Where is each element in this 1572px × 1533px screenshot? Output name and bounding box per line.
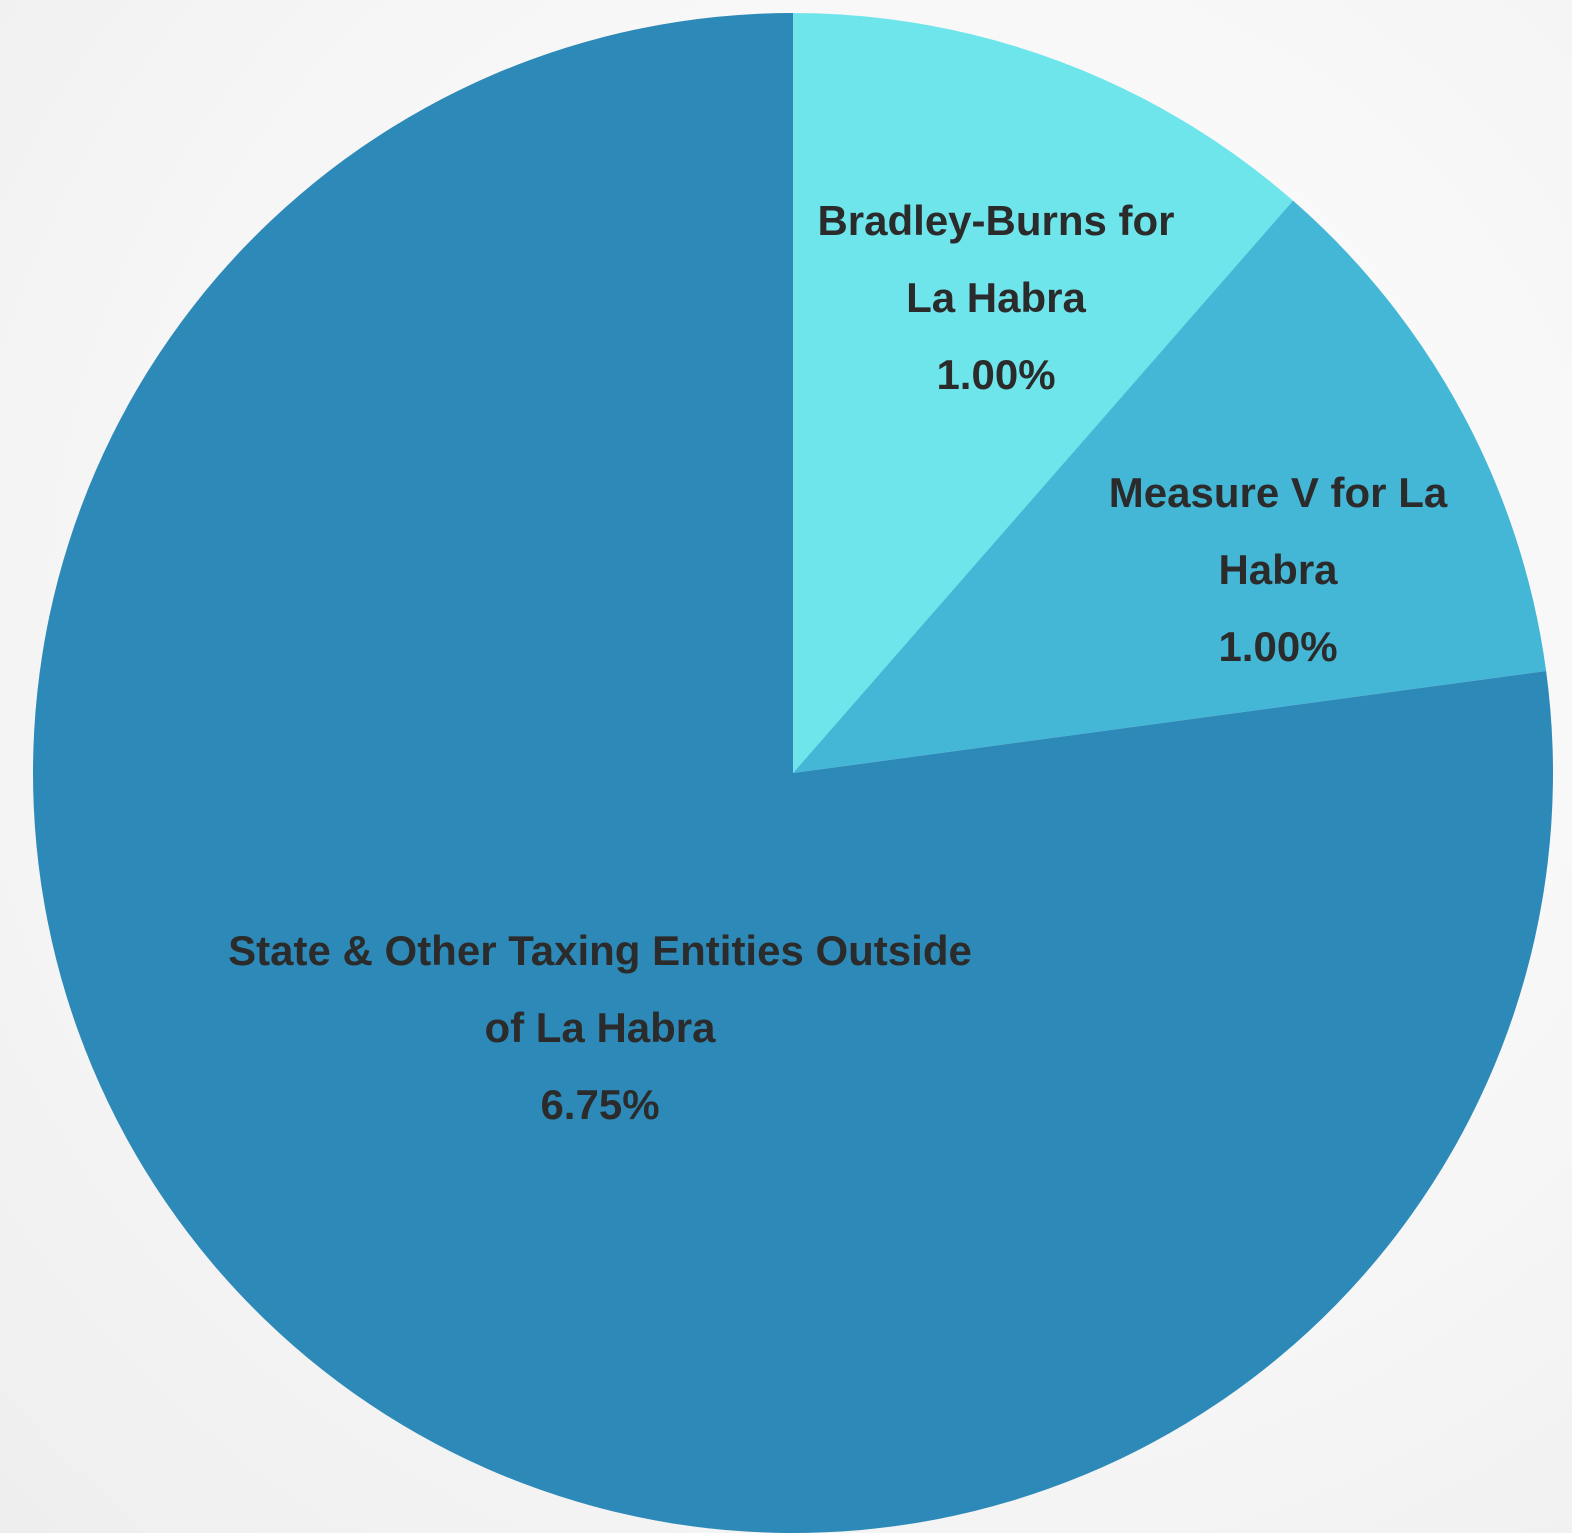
slice-value-label-3: 6.75% <box>540 1081 659 1128</box>
pie-slice-2 <box>793 200 1547 774</box>
pie-slice-3 <box>32 13 1553 1533</box>
slice-label-3-line-1: State & Other Taxing Entities Outside <box>228 927 972 974</box>
pie-slice-1 <box>793 13 1294 773</box>
pie-labels: Bradley-Burns for La Habra 1.00% Measure V … <box>228 197 1448 1128</box>
slice-label-1-line-1: Bradley-Burns for <box>817 197 1174 244</box>
slice-label-2-line-2: Habra <box>1218 546 1338 593</box>
slice-label-3-line-2: of La Habra <box>484 1004 716 1051</box>
slice-label-2-line-1: Measure V for La <box>1109 469 1448 516</box>
pie-slices <box>32 13 1553 1533</box>
slice-value-label-2: 1.00% <box>1218 623 1337 670</box>
slice-value-label-1: 1.00% <box>936 351 1055 398</box>
slice-label-1-line-2: La Habra <box>906 274 1086 321</box>
